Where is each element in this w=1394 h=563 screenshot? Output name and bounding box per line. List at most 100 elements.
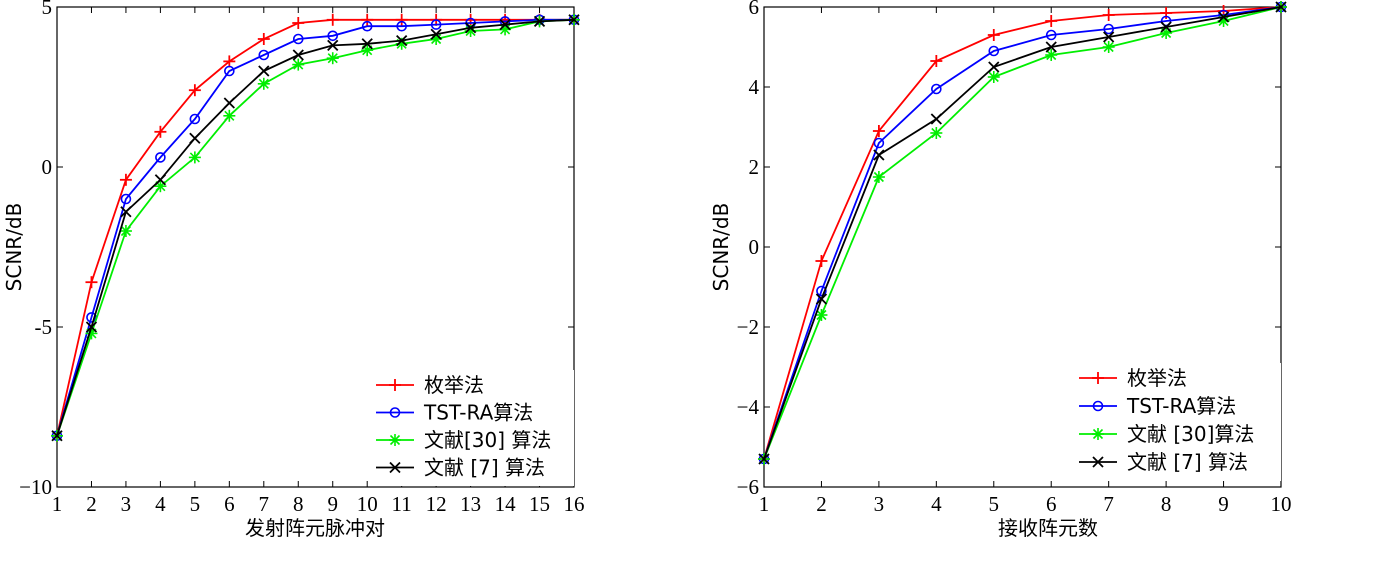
data-point — [396, 20, 407, 32]
data-point — [1160, 27, 1173, 39]
data-point — [327, 39, 339, 52]
right-chart: 1 2 3 4 5 6 7 8 9 10−6−4−20246接收阵元数SCNR/dB枚举法TST-… — [709, 0, 1292, 540]
data-point — [1045, 15, 1058, 27]
data-point — [361, 44, 374, 57]
series-line — [56, 18, 574, 437]
data-point — [872, 125, 885, 137]
series-line — [763, 6, 1282, 460]
legend-entry: TST-RA算法 — [423, 401, 533, 425]
y-tick-label: 0 — [749, 235, 760, 259]
y-tick-label: −2 — [737, 315, 759, 339]
legend-swatch-marker — [1092, 428, 1104, 440]
data-point — [815, 293, 828, 305]
data-point — [292, 58, 305, 71]
legend-swatch-marker — [1092, 400, 1104, 412]
y-axis-label: SCNR/dB — [709, 203, 733, 292]
legend-entry: TST-RA算法 — [1126, 394, 1236, 418]
data-point — [1217, 11, 1230, 23]
x-tick-label: 12 — [426, 492, 447, 516]
data-point — [85, 321, 98, 333]
legend-entry: 文献 [7] 算法 — [424, 456, 545, 480]
x-tick-label: 9 — [1218, 492, 1229, 516]
x-tick-label: 15 — [529, 492, 550, 516]
data-point — [327, 30, 339, 42]
x-tick-label: 3 — [121, 492, 132, 516]
data-point — [873, 149, 885, 161]
data-point — [120, 206, 132, 218]
series-3 — [51, 14, 580, 442]
x-tick-label: 3 — [874, 492, 885, 516]
data-point — [988, 45, 1000, 57]
y-tick-label: −10 — [19, 475, 52, 499]
y-tick-label: 5 — [42, 0, 53, 19]
data-point — [930, 127, 943, 139]
series-3 — [758, 1, 1287, 465]
legend-swatch-marker — [389, 379, 401, 391]
x-tick-label: 11 — [392, 492, 412, 516]
y-tick-label: 4 — [749, 75, 760, 99]
data-point — [533, 15, 546, 28]
data-point — [1045, 29, 1057, 41]
legend-swatch-marker — [389, 407, 401, 418]
plot-frame — [56, 6, 575, 488]
data-point — [119, 173, 132, 186]
series-line — [763, 6, 1282, 460]
data-point — [815, 255, 828, 267]
data-point — [872, 171, 885, 183]
data-point — [1160, 21, 1172, 33]
x-tick-label: 13 — [460, 492, 481, 516]
x-tick-label: 2 — [816, 492, 827, 516]
legend-entry: 文献 [7] 算法 — [1127, 450, 1248, 474]
data-point — [930, 113, 942, 125]
data-point — [189, 132, 201, 144]
data-point — [1275, 1, 1287, 13]
x-tick-label: 1 — [759, 492, 770, 516]
legend-swatch-marker — [389, 461, 401, 474]
data-point — [154, 174, 167, 186]
data-point — [430, 28, 442, 40]
y-axis-label: SCNR/dB — [2, 203, 26, 292]
data-point — [430, 19, 442, 30]
x-tick-label: 6 — [1046, 492, 1057, 516]
x-tick-label: 9 — [327, 492, 338, 516]
data-point — [257, 77, 270, 90]
data-point — [931, 83, 942, 95]
data-point — [1045, 41, 1057, 53]
x-axis-label: 接收阵元数 — [998, 516, 1098, 540]
data-point — [361, 20, 373, 32]
data-point — [154, 125, 167, 138]
y-tick-label: 2 — [749, 155, 760, 179]
data-point — [51, 430, 63, 442]
data-point — [85, 276, 98, 289]
data-point — [188, 84, 201, 97]
data-point — [292, 33, 304, 45]
series-line — [763, 6, 1282, 460]
data-point — [189, 113, 201, 125]
data-point — [758, 453, 770, 465]
data-point — [223, 55, 236, 68]
x-tick-label: 5 — [190, 492, 201, 516]
data-point — [188, 151, 201, 164]
data-point — [224, 65, 235, 77]
data-point — [120, 193, 132, 205]
data-point — [258, 65, 270, 77]
legend-entry: 枚举法 — [424, 373, 484, 397]
data-point — [987, 29, 1000, 41]
x-tick-label: 10 — [357, 492, 378, 516]
x-tick-label: 2 — [86, 492, 97, 516]
x-tick-label: 8 — [1161, 492, 1172, 516]
data-point — [361, 13, 374, 26]
data-point — [464, 22, 477, 34]
series-line — [56, 18, 575, 437]
data-point — [258, 49, 270, 61]
data-point — [873, 137, 885, 149]
legend-swatch-marker — [1092, 372, 1104, 384]
x-tick-label: 1 — [52, 492, 63, 516]
y-tick-label: −6 — [737, 475, 759, 499]
data-point — [396, 34, 408, 47]
x-tick-label: 6 — [224, 492, 235, 516]
x-tick-label: 7 — [259, 492, 270, 516]
y-tick-label: 0 — [42, 155, 53, 179]
